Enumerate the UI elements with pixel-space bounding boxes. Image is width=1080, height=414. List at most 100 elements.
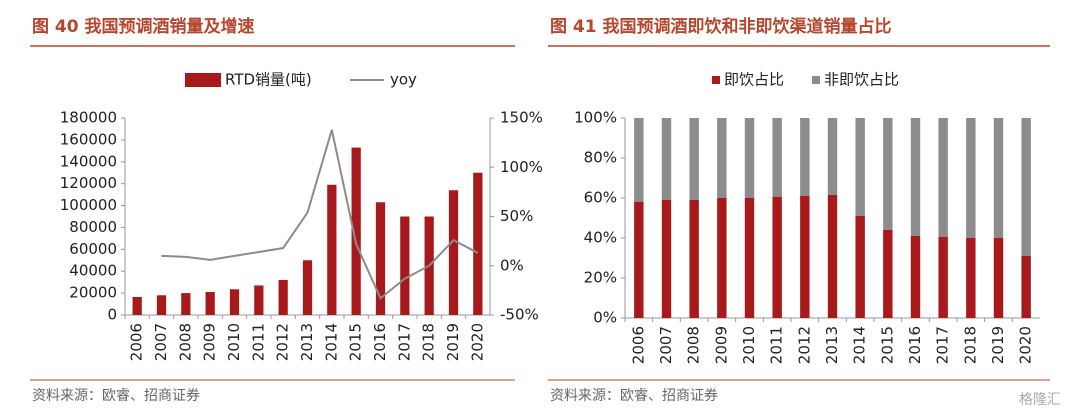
y-tick-label: 0% <box>593 309 617 327</box>
bar <box>351 147 361 315</box>
x-tick-label: 2006 <box>128 323 146 361</box>
legend-label: 非即饮占比 <box>824 71 899 89</box>
bar-segment <box>855 118 865 216</box>
source-note: 资料来源：欧睿、招商证券 <box>32 388 200 404</box>
x-tick-label: 2014 <box>851 326 869 364</box>
y-tick-label: 100000 <box>60 196 117 214</box>
y-tick-label: 40% <box>584 229 617 247</box>
x-tick-label: 2011 <box>249 323 267 361</box>
y-tick-label: 180000 <box>60 109 117 127</box>
x-tick-label: 2008 <box>176 323 194 361</box>
chart-title: 图 40 我国预调酒销量及增速 <box>32 16 255 37</box>
x-tick-label: 2011 <box>768 326 786 364</box>
x-tick-label: 2010 <box>225 323 243 361</box>
bar-segment <box>744 198 755 318</box>
bar <box>448 190 459 315</box>
y-tick-label: 60000 <box>69 240 117 258</box>
x-tick-label: 2014 <box>322 323 340 361</box>
bar <box>132 296 142 315</box>
chart-title: 图 41 我国预调酒即饮和非即饮渠道销量占比 <box>550 16 892 37</box>
legend-swatch <box>185 73 221 87</box>
bar-segment <box>772 197 782 318</box>
bar-segment <box>910 236 921 318</box>
watermark: 格隆汇 <box>1019 392 1061 408</box>
y2-tick-label: -50% <box>500 306 539 324</box>
y-tick-label: 80000 <box>69 218 117 236</box>
bar <box>473 172 483 315</box>
x-tick-label: 2012 <box>274 323 292 361</box>
legend-label: 即饮占比 <box>724 71 784 89</box>
x-tick-label: 2013 <box>823 326 841 364</box>
x-tick-label: 2020 <box>1017 326 1035 364</box>
x-tick-label: 2019 <box>989 326 1007 364</box>
x-tick-label: 2018 <box>961 326 979 364</box>
y-tick-label: 20000 <box>69 284 117 302</box>
bar-segment <box>800 196 810 318</box>
y2-tick-label: 50% <box>500 207 533 225</box>
y-tick-label: 0 <box>107 306 117 324</box>
bar-segment <box>689 118 699 200</box>
bar-segment <box>855 216 865 318</box>
bar-segment <box>966 118 976 238</box>
x-tick-label: 2006 <box>629 326 647 364</box>
bar-segment <box>717 118 727 198</box>
bar <box>205 292 215 315</box>
bar-segment <box>993 118 1004 238</box>
y2-tick-label: 150% <box>500 109 543 127</box>
bar-segment <box>966 238 976 318</box>
bar-segment <box>938 118 948 237</box>
bar-segment <box>883 230 893 318</box>
legend-swatch <box>712 76 720 84</box>
bar <box>400 216 410 315</box>
x-tick-label: 2008 <box>685 326 703 364</box>
x-tick-label: 2017 <box>395 323 413 361</box>
bar-segment <box>827 195 838 318</box>
y2-tick-label: 100% <box>500 158 543 176</box>
x-tick-label: 2015 <box>878 326 896 364</box>
x-tick-label: 2017 <box>934 326 952 364</box>
bar-segment <box>634 202 644 318</box>
y-tick-label: 40000 <box>69 262 117 280</box>
bar <box>156 295 167 315</box>
x-tick-label: 2010 <box>740 326 758 364</box>
bar-segment <box>772 118 782 197</box>
y-tick-label: 100% <box>574 109 617 127</box>
bar-segment <box>800 118 810 196</box>
x-tick-label: 2016 <box>371 323 389 361</box>
bar-segment <box>883 118 893 230</box>
x-tick-label: 2020 <box>468 323 486 361</box>
y-tick-label: 60% <box>584 189 617 207</box>
x-tick-label: 2013 <box>298 323 316 361</box>
x-tick-label: 2012 <box>795 326 813 364</box>
x-tick-label: 2018 <box>420 323 438 361</box>
source-note: 资料来源：欧睿、招商证券 <box>550 388 718 404</box>
x-tick-label: 2019 <box>444 323 462 361</box>
bar <box>327 184 337 315</box>
legend-label: RTD销量(吨) <box>225 71 312 89</box>
bar-segment <box>717 198 727 318</box>
x-tick-label: 2016 <box>906 326 924 364</box>
legend-label: yoy <box>390 71 417 89</box>
y-tick-label: 20% <box>584 269 617 287</box>
yoy-line <box>161 129 479 300</box>
bar-segment <box>910 118 921 236</box>
bar-segment <box>993 238 1004 318</box>
bar-segment <box>689 200 699 318</box>
x-tick-label: 2009 <box>712 326 730 364</box>
bar <box>181 293 191 315</box>
legend-swatch <box>812 76 820 84</box>
y2-tick-label: 0% <box>500 256 524 274</box>
x-tick-label: 2007 <box>152 323 170 361</box>
bar-segment <box>1021 256 1031 318</box>
bar-segment <box>1021 118 1031 256</box>
bar-segment <box>938 237 948 318</box>
y-tick-label: 80% <box>584 149 617 167</box>
bar-segment <box>634 118 644 202</box>
x-tick-label: 2007 <box>657 326 675 364</box>
bar <box>229 289 240 315</box>
bar <box>254 285 264 315</box>
y-tick-label: 160000 <box>60 130 117 148</box>
x-tick-label: 2009 <box>201 323 219 361</box>
bar <box>302 260 313 315</box>
